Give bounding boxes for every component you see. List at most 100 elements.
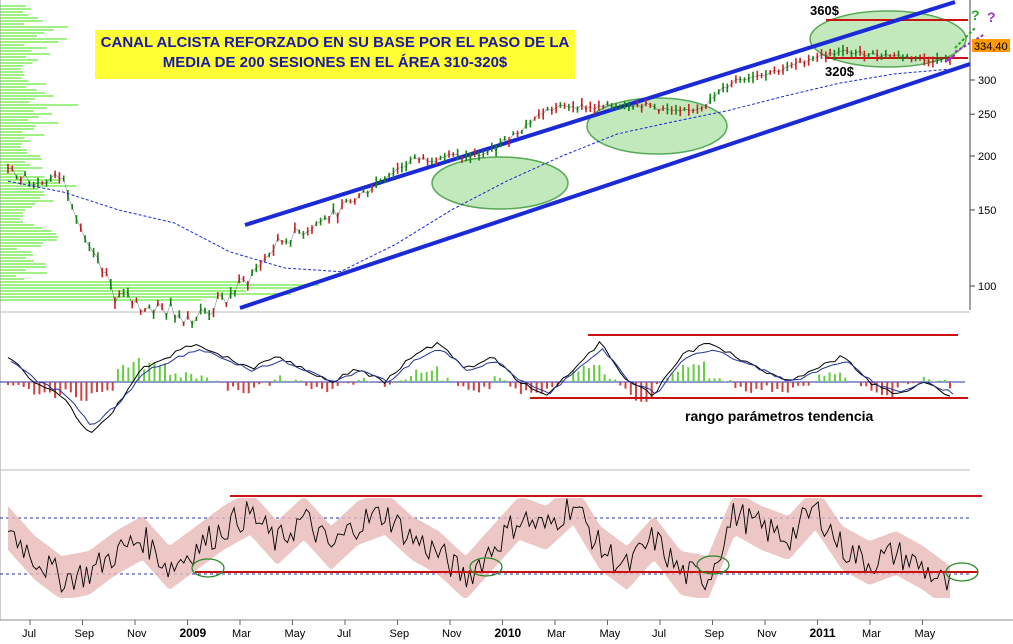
axes [0, 0, 1013, 621]
volume-bar [0, 140, 31, 142]
x-tick-label: 2010 [495, 626, 522, 640]
volume-bar [0, 230, 52, 232]
volume-bar [0, 95, 54, 97]
volume-bar [0, 176, 45, 178]
volume-bar [0, 14, 29, 16]
volume-bar [0, 269, 26, 271]
y-tick-label: 100 [978, 281, 996, 293]
volume-bar [0, 35, 37, 37]
oscillator-panel [0, 334, 968, 434]
x-tick-label: Nov [127, 628, 147, 640]
price-series [7, 27, 986, 328]
volume-bar [0, 221, 23, 223]
x-tick-label: Mar [862, 628, 881, 640]
volume-bar [0, 155, 40, 157]
consolidation-zones [431, 10, 968, 210]
volume-bar [0, 41, 59, 43]
volume-bar [0, 113, 53, 115]
volume-bar [0, 179, 61, 181]
volume-bar [0, 218, 21, 220]
y-tick-label: 300 [978, 75, 996, 87]
x-tick-label: May [600, 628, 621, 640]
volume-bar [0, 191, 44, 193]
stochastic-low-marker [696, 555, 730, 575]
volume-bar [0, 248, 18, 250]
x-tick-label: Sep [390, 628, 410, 640]
title-banner: CANAL ALCISTA REFORZADO EN SU BASE POR E… [95, 30, 575, 79]
volume-bar [0, 137, 25, 139]
volume-bar [0, 245, 42, 247]
volume-bar [0, 74, 25, 76]
volume-bar [0, 23, 24, 25]
consolidation-ellipse [586, 97, 728, 155]
volume-bar [0, 272, 47, 274]
stochastic-low-marker [945, 562, 979, 582]
volume-bar [0, 20, 44, 22]
x-tick-label: Jul [337, 628, 351, 640]
volume-bar [0, 227, 43, 229]
volume-bar [0, 68, 21, 70]
volume-bar [0, 260, 34, 262]
volume-bar [0, 257, 27, 259]
oscillator-signal-line [10, 347, 954, 425]
volume-bar [0, 107, 47, 109]
x-tick-label: 2009 [180, 626, 207, 640]
volume-bar [0, 77, 22, 79]
volume-bar [0, 212, 23, 214]
volume-bar [0, 233, 57, 235]
x-tick-label: Nov [442, 628, 462, 640]
volume-bar [0, 158, 42, 160]
volume-bar [0, 44, 25, 46]
bullish-channel [239, 0, 971, 310]
volume-bar [0, 242, 44, 244]
volume-bar [0, 173, 23, 175]
volume-bar [0, 47, 47, 49]
volume-bar [0, 167, 43, 169]
volume-bar [0, 8, 32, 10]
volume-bar [0, 149, 27, 151]
y-tick-label: 200 [978, 151, 996, 163]
moving-average-200 [7, 68, 951, 273]
volume-bar [0, 209, 26, 211]
volume-bar [0, 122, 59, 124]
arrow-up-purple [954, 33, 986, 53]
volume-bar [0, 152, 28, 154]
y-tick-label: 150 [978, 205, 996, 217]
question-purple: ? [987, 9, 996, 25]
volume-bar [0, 293, 291, 295]
volume-bar [0, 53, 50, 55]
volume-bar [0, 128, 34, 130]
volume-bar [0, 197, 40, 199]
volume-bar [0, 80, 29, 82]
volume-bar [0, 254, 34, 256]
stochastic-low-marker [469, 557, 503, 577]
volume-bar [0, 11, 24, 13]
volume-bar [0, 17, 38, 19]
volume-bar [0, 299, 202, 301]
volume-bar [0, 251, 32, 253]
volume-bar [0, 83, 46, 85]
volume-bar [0, 275, 17, 277]
volume-bar [0, 134, 45, 136]
volume-bar [0, 98, 36, 100]
channel-upper-line [244, 0, 956, 227]
volume-bar [0, 194, 45, 196]
volume-bar [0, 65, 24, 67]
volume-bar [0, 89, 37, 91]
consolidation-ellipse [431, 156, 569, 210]
volume-bar [0, 287, 303, 289]
volume-bar [0, 50, 32, 52]
volume-bar [0, 143, 22, 145]
x-tick-label: Sep [705, 628, 725, 640]
stochastic-low-marker [191, 558, 225, 578]
last-price-tag [972, 39, 1010, 52]
volume-bar [0, 296, 217, 298]
volume-bar [0, 86, 27, 88]
volume-bar [0, 56, 27, 58]
question-green: ? [971, 7, 980, 23]
arrow-down-purple [944, 54, 956, 63]
x-tick-label: Sep [75, 628, 95, 640]
volume-bar [0, 266, 46, 268]
volume-bar [0, 146, 21, 148]
